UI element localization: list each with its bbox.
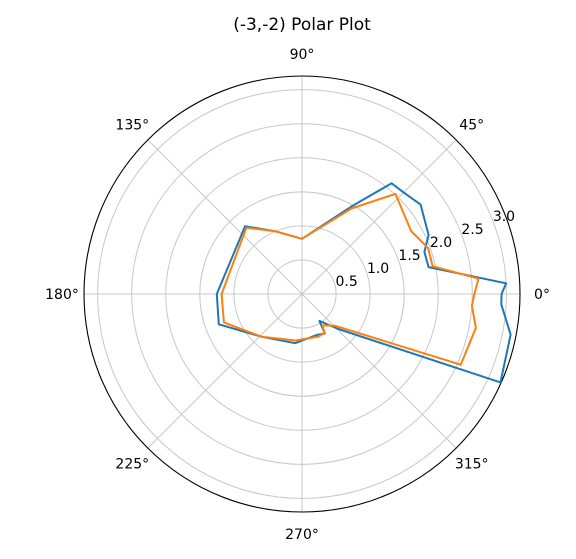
series-line-2 xyxy=(220,192,480,366)
series-layer xyxy=(215,182,512,384)
radial-tick-label: 1.0 xyxy=(367,261,389,277)
radial-tick-label: 2.0 xyxy=(430,235,452,251)
polar-frame xyxy=(83,75,521,513)
angular-gridline xyxy=(301,139,457,295)
angular-tick-label: 135° xyxy=(115,117,149,133)
angular-tick-label: 270° xyxy=(285,527,319,543)
radial-tick-labels: 0.5 1.0 1.5 2.0 2.5 3.0 xyxy=(335,209,515,290)
chart-title: (-3,-2) Polar Plot xyxy=(233,15,371,35)
radial-tick-label: 1.5 xyxy=(398,248,420,264)
angular-gridline xyxy=(301,293,457,449)
angular-tick-label: 0° xyxy=(534,287,550,303)
angular-tick-label: 225° xyxy=(115,457,149,473)
polar-grid xyxy=(83,75,521,513)
angular-tick-label: 45° xyxy=(459,117,484,133)
series-line-1 xyxy=(215,182,512,384)
radial-tick-label: 2.5 xyxy=(461,222,483,238)
angular-tick-label: 90° xyxy=(290,47,315,63)
radial-tick-label: 3.0 xyxy=(493,209,515,225)
angular-gridline xyxy=(147,139,303,295)
angular-tick-label: 180° xyxy=(45,287,79,303)
angular-gridline xyxy=(147,293,303,449)
angular-tick-labels: 0° 45° 90° 135° 180° 225° 270° 315° xyxy=(45,47,550,543)
angular-tick-label: 315° xyxy=(455,457,489,473)
radial-tick-label: 0.5 xyxy=(335,274,357,290)
